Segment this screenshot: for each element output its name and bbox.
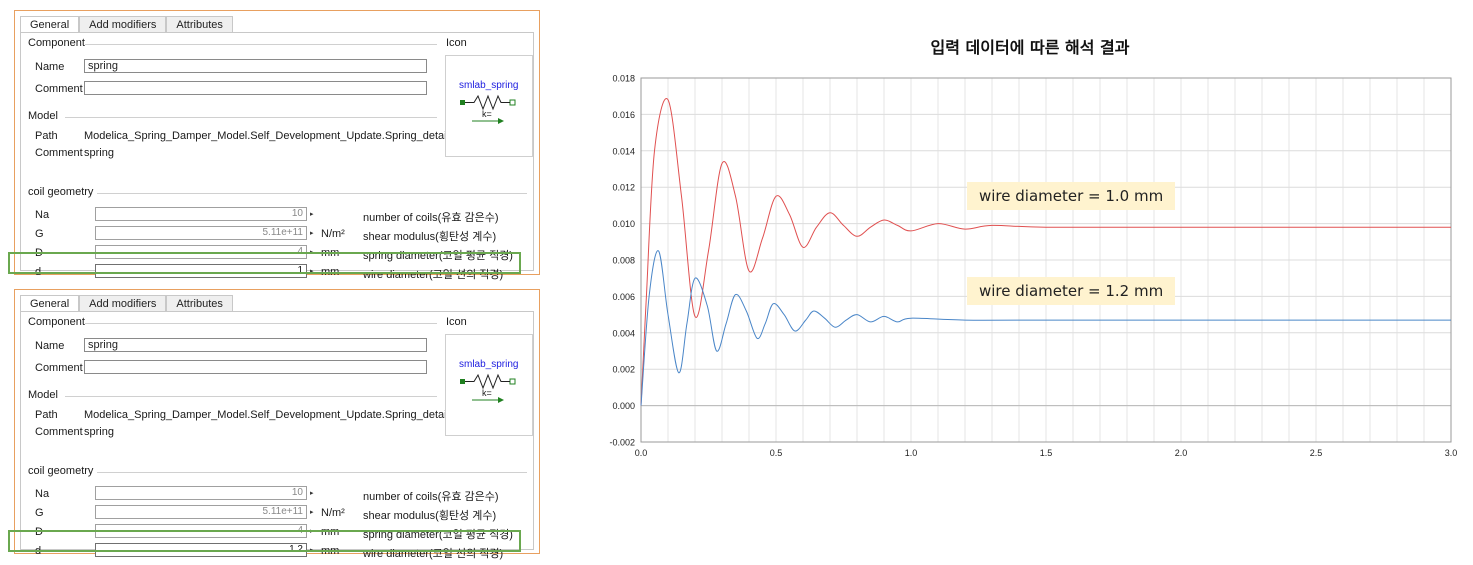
x-tick-label: 0.5 [770, 448, 783, 458]
icon-group-label: Icon [446, 37, 467, 49]
param-desc-g: shear modulus(횡탄성 계수) [363, 231, 497, 243]
comment-label: Comment [35, 362, 83, 374]
comment-input[interactable] [84, 81, 427, 95]
name-input[interactable]: spring [84, 59, 427, 73]
model-comment-value: spring [84, 147, 114, 159]
tab-general[interactable]: General [20, 16, 80, 34]
icon-param-label: k= [482, 109, 492, 119]
y-tick-label: 0.014 [612, 146, 635, 156]
param-menu-arrow[interactable]: ▸ [310, 268, 314, 275]
param-input-na[interactable]: 10 [95, 486, 307, 500]
y-tick-label: 0.000 [612, 401, 635, 411]
y-tick-label: 0.006 [612, 292, 635, 302]
component-group-label: Component [28, 37, 85, 49]
wire-diameter-highlight-1 [8, 252, 521, 274]
param-input-d-wire[interactable]: 1 [95, 264, 307, 278]
param-input-g[interactable]: 5.11e+11 [95, 505, 307, 519]
param-menu-arrow[interactable]: ▸ [310, 509, 314, 516]
param-unit-g: N/m² [321, 507, 345, 519]
result-chart: 입력 데이터에 따른 해석 결과 -0.002 0.000 0.002 0.004 0.… [595, 30, 1465, 470]
path-label: Path [35, 409, 58, 421]
wire-diameter-highlight-2 [8, 530, 521, 552]
y-tick-label: 0.008 [612, 256, 635, 266]
param-unit-g: N/m² [321, 228, 345, 240]
icon-param-label: k= [482, 388, 492, 398]
tab-add-modifiers[interactable]: Add modifiers [79, 295, 167, 312]
parameter-panel-2: General Add modifiers Attributes Compone… [14, 289, 540, 560]
comment-label: Comment [35, 83, 83, 95]
param-menu-arrow[interactable]: ▸ [310, 490, 314, 497]
x-tick-label: 1.0 [905, 448, 918, 458]
x-tick-label: 2.5 [1310, 448, 1323, 458]
y-tick-label: 0.016 [612, 110, 635, 120]
comment-input[interactable] [84, 360, 427, 374]
model-group-label: Model [28, 110, 58, 122]
param-name-d-coil: D [35, 526, 43, 538]
component-icon-preview: smlab_spring k= [445, 55, 533, 157]
plot-frame [640, 77, 1452, 443]
annotation-series-2: wire diameter = 1.2 mm [967, 277, 1176, 305]
tab-bar: General Add modifiers Attributes [20, 295, 233, 313]
y-tick-label: 0.012 [612, 183, 635, 193]
annotation-series-1: wire diameter = 1.0 mm [967, 182, 1176, 210]
tab-bar: General Add modifiers Attributes [20, 16, 233, 34]
y-tick-label: 0.018 [612, 74, 635, 84]
path-label: Path [35, 130, 58, 142]
tab-attributes[interactable]: Attributes [166, 295, 233, 312]
param-unit-d-coil: mm [321, 526, 340, 538]
component-group-label: Component [28, 316, 85, 328]
series-line-2 [640, 250, 1451, 406]
plot-area: -0.0020.0000.0020.0040.0060.0080.0100.01… [609, 74, 1458, 459]
coil-geometry-label: coil geometry [28, 465, 94, 477]
param-name-g: G [35, 228, 44, 240]
series-line-1 [640, 97, 1451, 406]
y-tick-label: 0.002 [612, 365, 635, 375]
icon-group-label: Icon [446, 316, 467, 328]
general-tab-content: Component Icon Name spring Comment Model… [20, 311, 534, 560]
component-icon-preview: smlab_spring k= [445, 334, 533, 436]
param-name-na: Na [35, 209, 50, 221]
x-tick-label: 3.0 [1445, 448, 1458, 458]
name-label: Name [35, 340, 65, 352]
param-input-na[interactable]: 10 [95, 207, 307, 221]
parameter-panel-1: General Add modifiers Attributes Compone… [14, 10, 540, 281]
param-name-g: G [35, 507, 44, 519]
x-tick-label: 2.0 [1175, 448, 1188, 458]
name-input[interactable]: spring [84, 338, 427, 352]
model-comment-label: Comment [35, 147, 83, 159]
model-comment-value: spring [84, 426, 114, 438]
model-group-label: Model [28, 389, 58, 401]
param-name-na: Na [35, 488, 50, 500]
x-tick-label: 1.5 [1040, 448, 1053, 458]
spring-icon [460, 94, 516, 124]
general-tab-content: Component Icon Name spring Comment Model… [20, 32, 534, 281]
spring-icon [460, 373, 516, 403]
param-menu-arrow[interactable]: ▸ [310, 211, 314, 218]
param-input-g[interactable]: 5.11e+11 [95, 226, 307, 240]
y-tick-label: 0.004 [612, 328, 635, 338]
icon-component-name: smlab_spring [459, 80, 519, 91]
path-value: Modelica_Spring_Damper_Model.Self_Develo… [84, 409, 450, 421]
tab-add-modifiers[interactable]: Add modifiers [79, 16, 167, 33]
name-label: Name [35, 61, 65, 73]
param-desc-d-coil: spring diameter(코일 평균 직경) [363, 529, 513, 541]
model-comment-label: Comment [35, 426, 83, 438]
tab-general[interactable]: General [20, 295, 80, 313]
coil-geometry-label: coil geometry [28, 186, 94, 198]
param-desc-na: number of coils(유효 감은수) [363, 212, 499, 224]
icon-component-name: smlab_spring [459, 359, 519, 370]
param-menu-arrow[interactable]: ▸ [310, 230, 314, 237]
param-desc-g: shear modulus(횡탄성 계수) [363, 510, 497, 522]
chart-title: 입력 데이터에 따른 해석 결과 [930, 38, 1130, 57]
y-tick-label: -0.002 [609, 438, 635, 448]
x-tick-label: 0.0 [635, 448, 648, 458]
y-tick-label: 0.010 [612, 219, 635, 229]
tab-attributes[interactable]: Attributes [166, 16, 233, 33]
param-desc-na: number of coils(유효 감은수) [363, 491, 499, 503]
path-value: Modelica_Spring_Damper_Model.Self_Develo… [84, 130, 450, 142]
